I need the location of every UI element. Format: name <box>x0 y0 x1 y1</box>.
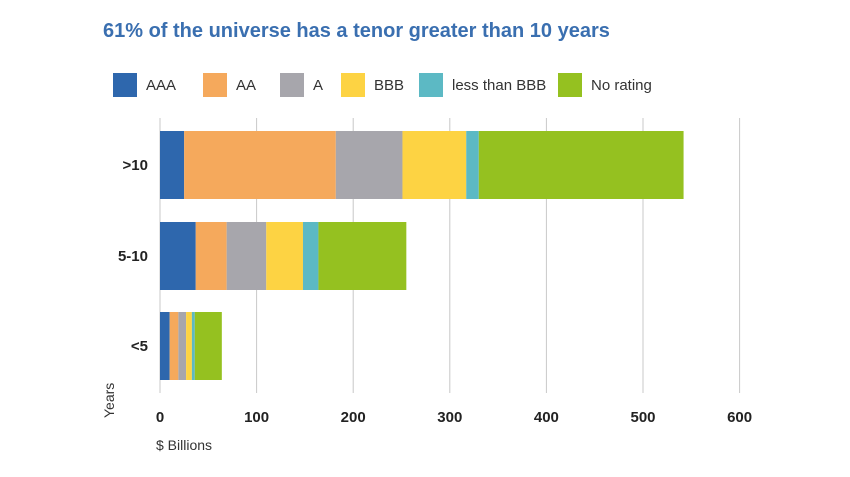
bar-segment <box>402 131 467 199</box>
x-tick-label: 600 <box>727 409 752 426</box>
y-axis-title: Years <box>101 382 117 418</box>
legend-item: No rating <box>558 73 652 97</box>
legend-item: A <box>280 73 323 97</box>
bar-segment <box>160 222 196 290</box>
bar-segment <box>169 312 179 380</box>
bar-segment <box>178 312 187 380</box>
legend-swatch <box>113 73 137 97</box>
category-label: 5-10 <box>118 248 148 265</box>
x-tick-label: 500 <box>630 409 655 426</box>
bar-segment <box>266 222 303 290</box>
x-tick-label: 300 <box>437 409 462 426</box>
category-label: <5 <box>131 338 148 355</box>
legend-swatch <box>341 73 365 97</box>
legend-label: A <box>313 76 324 94</box>
bar-segment <box>195 222 227 290</box>
legend-item: AAA <box>113 73 176 97</box>
legend-swatch <box>280 73 304 97</box>
bar-segment <box>186 312 192 380</box>
legend-label: BBB <box>374 76 405 94</box>
legend-swatch <box>558 73 582 97</box>
x-tick-label: 100 <box>244 409 269 426</box>
x-tick-label: 400 <box>534 409 559 426</box>
x-tick-label: 200 <box>341 409 366 426</box>
legend-label: AA <box>236 76 257 94</box>
x-tick-label: 0 <box>156 409 164 426</box>
bar-segment <box>184 131 336 199</box>
legend-label: AAA <box>146 76 177 94</box>
bar-segment <box>335 131 403 199</box>
legend-label: less than BBB <box>452 76 547 94</box>
legend-label: No rating <box>591 76 652 94</box>
bar-segment <box>318 222 407 290</box>
bar-segment <box>226 222 267 290</box>
legend-item: less than BBB <box>419 73 546 97</box>
bar-segment <box>160 131 185 199</box>
bar-segment <box>302 222 319 290</box>
legend-swatch <box>203 73 227 97</box>
bar-segment <box>466 131 479 199</box>
x-axis-title: $ Billions <box>156 437 213 453</box>
bar-segment <box>478 131 684 199</box>
category-label: >10 <box>123 157 148 174</box>
legend-item: AA <box>203 73 256 97</box>
legend-item: BBB <box>341 73 404 97</box>
chart-title: 61% of the universe has a tenor greater … <box>103 20 610 42</box>
bar-segment <box>160 312 170 380</box>
legend-swatch <box>419 73 443 97</box>
bar-segment <box>191 312 195 380</box>
bar-segment <box>194 312 222 380</box>
